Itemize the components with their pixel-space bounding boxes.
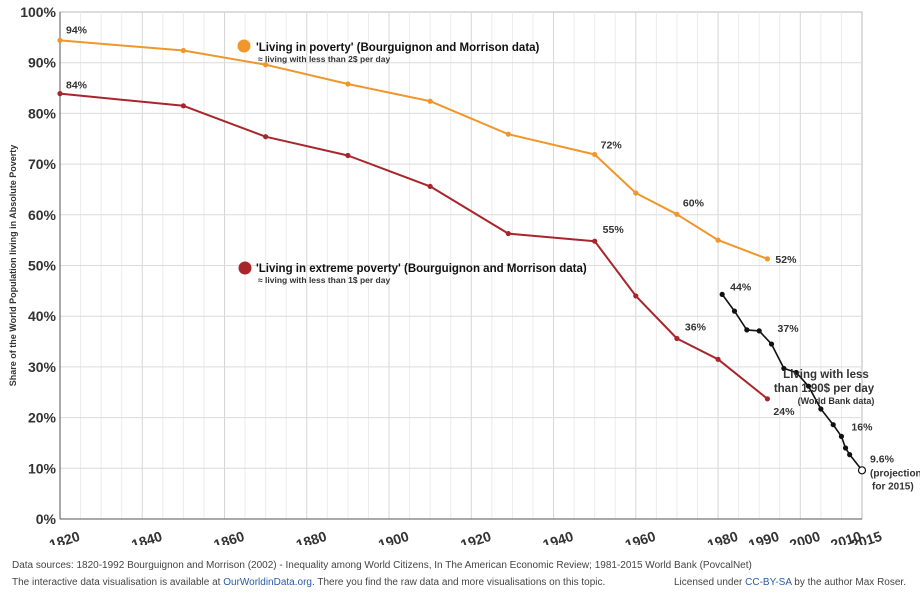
series-point-2 (719, 291, 725, 297)
footer-license: Licensed under CC-BY-SA by the author Ma… (674, 577, 906, 588)
footer-info-suffix: . There you find the raw data and more v… (311, 577, 606, 588)
series-point-2 (793, 369, 799, 376)
series-point-2 (847, 452, 853, 458)
series-point-0 (57, 37, 63, 43)
series-point-2 (768, 341, 775, 347)
data-label: 55% (603, 224, 625, 236)
series-point-2 (842, 445, 849, 451)
grid (59, 11, 863, 520)
y-tick-label: 40% (28, 308, 57, 324)
series-point-0 (764, 256, 771, 262)
series-point-1 (764, 396, 771, 402)
series-point-0 (592, 151, 598, 158)
data-label: 36% (685, 322, 707, 334)
series-point-1 (505, 230, 511, 237)
series-point-1 (674, 335, 680, 342)
chart-svg: 0% 10% 20% 30% 40% 50% 60% 70% 80% 90% 100% 1820 184… (8, 4, 920, 545)
series-point-2 (818, 406, 824, 412)
x-tick-label: 1860 (212, 528, 247, 545)
license-link[interactable]: CC-BY-SA (745, 577, 792, 588)
data-label: 44% (730, 281, 752, 293)
y-tick-label: 90% (28, 55, 57, 71)
series-point-1 (263, 134, 269, 140)
owid-link[interactable]: OurWorldinData.org (223, 577, 312, 588)
y-tick-label: 30% (28, 359, 57, 375)
wb-label-line-2: than 1.90$ per day (774, 383, 875, 395)
series-point-1 (715, 356, 721, 362)
x-tick-label: 1990 (746, 528, 781, 545)
legend: 'Living in poverty' (Bourguignon and Mor… (237, 39, 875, 406)
footer-info: The interactive data visualisation is av… (12, 577, 605, 588)
data-label: (projection (870, 468, 920, 479)
y-tick-label: 0% (36, 511, 57, 527)
series-point-0 (633, 190, 639, 196)
legend-sub-extreme: ≈ living with less than 1$ per day (258, 275, 390, 285)
series-point-1 (427, 183, 433, 190)
x-tick-label: 1980 (705, 528, 740, 545)
wb-label-line-1: Living with less (783, 369, 869, 381)
series-point-0 (505, 131, 511, 137)
series-point-2 (830, 422, 836, 428)
series-point-1 (592, 238, 598, 244)
series-lines (57, 37, 867, 475)
y-tick-label: 20% (28, 410, 57, 426)
footer-sources: Data sources: 1820-1992 Bourguignon and … (12, 560, 752, 571)
series-point-2 (731, 308, 738, 314)
series-point-2 (857, 466, 867, 475)
axes: 0% 10% 20% 30% 40% 50% 60% 70% 80% 90% 100% 1820 184… (8, 4, 884, 545)
series-point-2 (838, 433, 845, 439)
series-point-1 (345, 152, 351, 159)
license-suffix: by the author Max Roser. (791, 577, 906, 588)
x-tick-label: 1880 (294, 528, 329, 545)
wb-label-line-3: (World Bank data) (798, 396, 875, 406)
y-tick-label: 80% (28, 105, 57, 121)
data-label: 52% (775, 254, 797, 266)
series-point-1 (633, 293, 639, 299)
x-tick-label: 1940 (541, 528, 576, 545)
data-label: 94% (66, 24, 88, 36)
series-point-0 (345, 81, 351, 87)
y-tick-label: 50% (28, 258, 57, 274)
footer-info-prefix: The interactive data visualisation is av… (12, 577, 224, 588)
data-label: for 2015) (872, 481, 914, 492)
footer-sources-text: Data sources: 1820-1992 Bourguignon and … (12, 560, 752, 571)
y-tick-label: 60% (28, 207, 57, 223)
legend-swatch-poverty (237, 39, 251, 53)
series-point-0 (427, 98, 433, 104)
series-point-1 (180, 103, 186, 109)
y-axis-title: Share of the World Population living in … (8, 145, 18, 387)
legend-label-poverty: 'Living in poverty' (Bourguignon and Mor… (256, 42, 540, 54)
x-tick-label: 1960 (623, 528, 658, 545)
y-tick-label: 70% (28, 156, 57, 172)
series-point-0 (263, 62, 269, 68)
data-label: 72% (601, 139, 623, 151)
data-label: 24% (773, 406, 795, 418)
y-tick-label: 10% (28, 460, 57, 476)
series-point-0 (180, 47, 186, 54)
data-labels: 94% 72% 60% 52% 84% 55% 36% 24% 44% 37% 16% 9.6% (pr… (66, 24, 920, 492)
x-tick-label: 1820 (47, 528, 82, 545)
x-tick-label: 1900 (376, 528, 411, 545)
series-point-2 (805, 383, 812, 389)
series-point-2 (744, 327, 750, 333)
series-point-0 (674, 211, 680, 217)
data-label: 60% (683, 197, 705, 209)
legend-swatch-extreme (238, 261, 252, 275)
legend-label-extreme: 'Living in extreme poverty' (Bourguignon… (256, 263, 587, 275)
legend-sub-poverty: ≈ living with less than 2$ per day (258, 54, 390, 64)
y-tick-label: 100% (20, 4, 56, 20)
data-label: 37% (778, 323, 800, 335)
license-prefix: Licensed under (673, 577, 746, 588)
x-tick-label: 1920 (458, 528, 493, 545)
series-point-2 (756, 328, 762, 334)
series-point-1 (57, 91, 63, 97)
x-tick-label: 2000 (787, 528, 822, 545)
data-label: 16% (851, 421, 873, 433)
series-point-2 (781, 365, 787, 372)
data-label: 9.6% (870, 453, 895, 465)
series-point-0 (715, 237, 721, 243)
data-label: 84% (66, 80, 88, 92)
x-tick-label: 1840 (129, 528, 164, 545)
